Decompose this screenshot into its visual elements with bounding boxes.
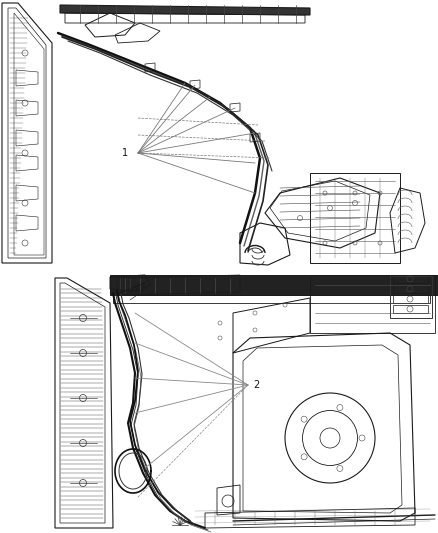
Polygon shape xyxy=(110,275,438,295)
Text: 2: 2 xyxy=(253,380,259,390)
Text: 1: 1 xyxy=(122,148,128,158)
Bar xyxy=(390,276,432,318)
Polygon shape xyxy=(60,5,310,15)
Bar xyxy=(0,0,438,267)
